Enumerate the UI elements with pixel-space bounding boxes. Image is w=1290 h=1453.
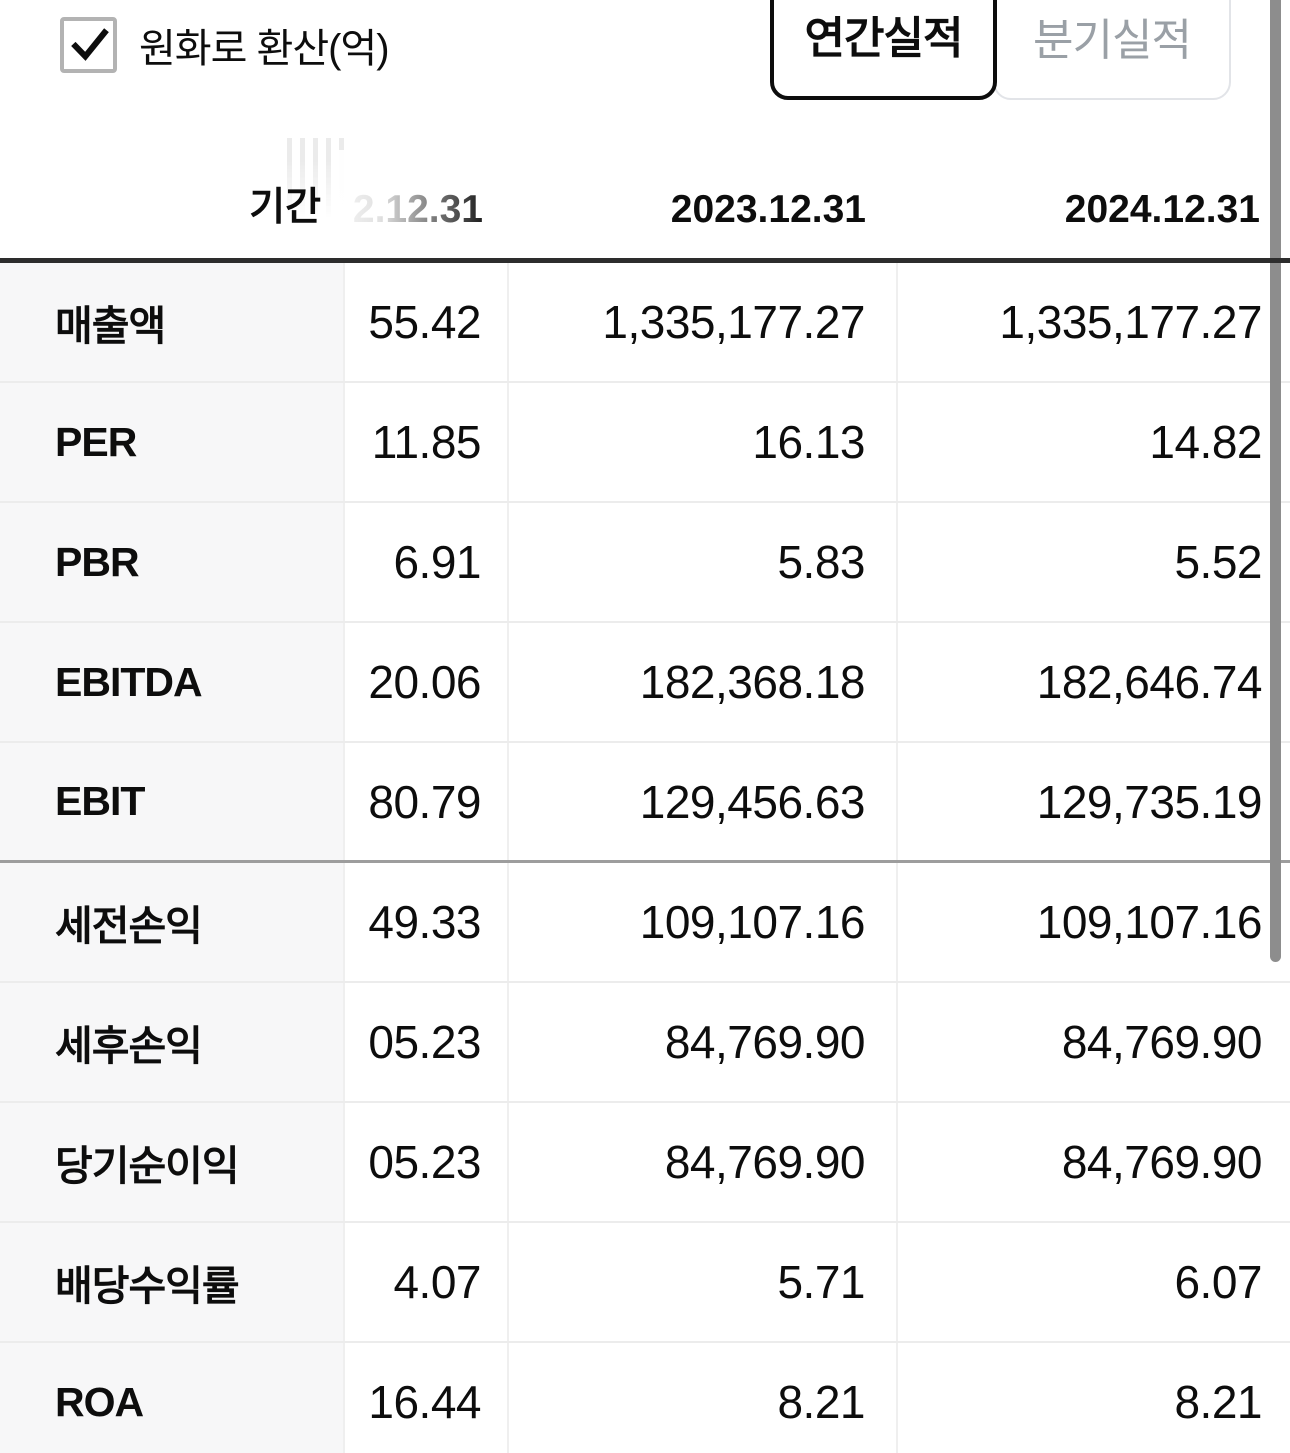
row-value-2024: 8.21 [898, 1343, 1290, 1453]
table-body: 매출액 55.42 1,335,177.27 1,335,177.27 PER … [0, 263, 1290, 1453]
tab-quarterly[interactable]: 분기실적 [993, 0, 1231, 100]
tab-quarterly-label: 분기실적 [1033, 16, 1192, 65]
row-value-2022: 55.42 [345, 263, 509, 381]
vertical-scrollbar[interactable] [1270, 0, 1281, 962]
row-value-2023: 109,107.16 [509, 863, 898, 981]
row-value-2023: 84,769.90 [509, 1103, 898, 1221]
column-header-2023: 2023.12.31 [670, 188, 866, 231]
row-value-2023: 16.13 [509, 383, 898, 501]
row-label: EBIT [0, 743, 345, 860]
row-value-2024: 1,335,177.27 [898, 263, 1290, 381]
row-value-2024: 129,735.19 [898, 743, 1290, 860]
row-value-2022: 20.06 [345, 623, 509, 741]
row-value-2022: 05.23 [345, 983, 509, 1101]
tab-annual[interactable]: 연간실적 [770, 0, 997, 100]
header-divider [0, 258, 1290, 263]
row-value-2022: 49.33 [345, 863, 509, 981]
table-row: ROA 16.44 8.21 8.21 [0, 1343, 1290, 1453]
table-row: 배당수익률 4.07 5.71 6.07 [0, 1223, 1290, 1343]
row-value-2022: 05.23 [345, 1103, 509, 1221]
row-label: ROA [0, 1343, 345, 1453]
row-value-2023: 5.71 [509, 1223, 898, 1341]
row-value-2023: 5.83 [509, 503, 898, 621]
row-value-2023: 1,335,177.27 [509, 263, 898, 381]
row-label: PER [0, 383, 345, 501]
table-row: EBITDA 20.06 182,368.18 182,646.74 [0, 623, 1290, 743]
column-header-2024: 2024.12.31 [1064, 188, 1260, 231]
row-value-2024: 84,769.90 [898, 1103, 1290, 1221]
table-row: 당기순이익 05.23 84,769.90 84,769.90 [0, 1103, 1290, 1223]
period-header: 기간 [249, 186, 321, 229]
tab-annual-label: 연간실적 [804, 14, 964, 63]
krw-conversion-toggle[interactable]: 원화로 환산(억) [60, 16, 390, 74]
row-value-2023: 182,368.18 [509, 623, 898, 741]
row-value-2024: 109,107.16 [898, 863, 1290, 981]
results-tab-group: 연간실적 분기실적 [770, 0, 1231, 100]
row-value-2024: 6.07 [898, 1223, 1290, 1341]
krw-conversion-checkbox[interactable] [60, 17, 117, 73]
row-label: 배당수익률 [0, 1223, 345, 1341]
table-row: 세전손익 49.33 109,107.16 109,107.16 [0, 863, 1290, 983]
row-value-2023: 84,769.90 [509, 983, 898, 1101]
column-header-2022: 2.12.31 [352, 188, 483, 231]
row-value-2022: 80.79 [345, 743, 509, 860]
check-icon [67, 23, 111, 67]
row-value-2022: 4.07 [345, 1223, 509, 1341]
row-label: 당기순이익 [0, 1103, 345, 1221]
row-value-2022: 16.44 [345, 1343, 509, 1453]
row-value-2023: 8.21 [509, 1343, 898, 1453]
row-label: 세후손익 [0, 983, 345, 1101]
row-value-2024: 84,769.90 [898, 983, 1290, 1101]
table-row: EBIT 80.79 129,456.63 129,735.19 [0, 743, 1290, 863]
row-value-2024: 14.82 [898, 383, 1290, 501]
table-row: 세후손익 05.23 84,769.90 84,769.90 [0, 983, 1290, 1103]
krw-conversion-label: 원화로 환산(억) [139, 27, 390, 71]
row-value-2022: 11.85 [345, 383, 509, 501]
row-label: EBITDA [0, 623, 345, 741]
row-label: 매출액 [0, 263, 345, 381]
row-value-2023: 129,456.63 [509, 743, 898, 860]
row-label: 세전손익 [0, 863, 345, 981]
table-row: PER 11.85 16.13 14.82 [0, 383, 1290, 503]
row-label: PBR [0, 503, 345, 621]
row-value-2022: 6.91 [345, 503, 509, 621]
row-value-2024: 182,646.74 [898, 623, 1290, 741]
table-row: PBR 6.91 5.83 5.52 [0, 503, 1290, 623]
row-value-2024: 5.52 [898, 503, 1290, 621]
table-row: 매출액 55.42 1,335,177.27 1,335,177.27 [0, 263, 1290, 383]
